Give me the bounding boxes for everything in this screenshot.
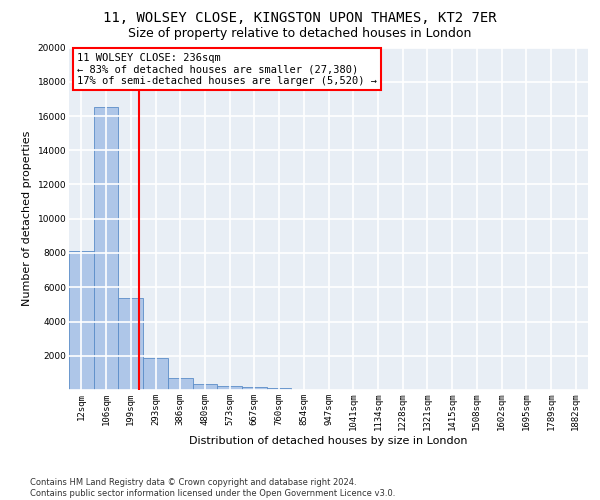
Bar: [118, 298, 143, 390]
Bar: [168, 378, 193, 390]
X-axis label: Distribution of detached houses by size in London: Distribution of detached houses by size …: [189, 436, 468, 446]
Text: 11 WOLSEY CLOSE: 236sqm
← 83% of detached houses are smaller (27,380)
17% of sem: 11 WOLSEY CLOSE: 236sqm ← 83% of detache…: [77, 52, 377, 86]
Bar: [267, 388, 292, 390]
Bar: [143, 358, 168, 390]
Bar: [242, 387, 267, 390]
Text: 11, WOLSEY CLOSE, KINGSTON UPON THAMES, KT2 7ER: 11, WOLSEY CLOSE, KINGSTON UPON THAMES, …: [103, 11, 497, 25]
Text: Size of property relative to detached houses in London: Size of property relative to detached ho…: [128, 28, 472, 40]
Bar: [94, 108, 118, 390]
Text: Contains HM Land Registry data © Crown copyright and database right 2024.
Contai: Contains HM Land Registry data © Crown c…: [30, 478, 395, 498]
Y-axis label: Number of detached properties: Number of detached properties: [22, 131, 32, 306]
Bar: [193, 384, 217, 390]
Bar: [217, 386, 242, 390]
Bar: [69, 252, 94, 390]
